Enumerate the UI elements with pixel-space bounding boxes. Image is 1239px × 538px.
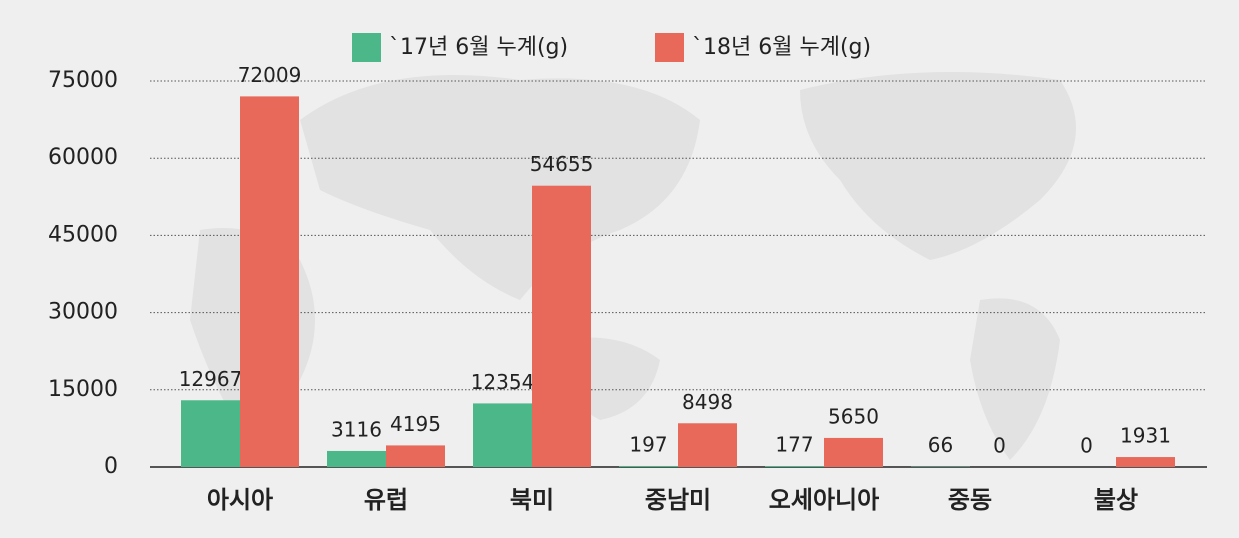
legend-swatch (352, 33, 381, 62)
data-label: 1931 (1120, 424, 1171, 448)
legend-label: `17년 6월 누계(g) (389, 35, 568, 60)
x-tick-label: 오세아니아 (769, 486, 879, 514)
bar (240, 96, 299, 467)
x-tick-label: 아시아 (207, 486, 273, 514)
bar (181, 400, 240, 467)
bar (473, 403, 532, 467)
bar (327, 450, 386, 467)
x-tick-label: 중남미 (645, 486, 711, 514)
data-label: 66 (928, 433, 953, 457)
data-label: 5650 (828, 404, 879, 428)
data-label: 4195 (390, 412, 441, 436)
bar (1116, 457, 1175, 467)
legend-label: `18년 6월 누계(g) (692, 35, 871, 60)
y-tick-label: 15000 (48, 377, 118, 402)
y-tick-label: 45000 (48, 222, 118, 247)
data-label: 197 (629, 432, 667, 456)
bar (765, 466, 824, 467)
y-tick-label: 60000 (48, 145, 118, 170)
data-label: 12354 (471, 370, 535, 394)
x-tick-label: 불상 (1094, 486, 1138, 514)
y-tick-label: 75000 (48, 68, 118, 93)
data-label: 177 (775, 433, 813, 457)
legend-swatch (655, 33, 684, 62)
x-tick-label: 중동 (948, 486, 992, 514)
bar (619, 465, 678, 467)
legend: `17년 6월 누계(g) `18년 6월 누계(g) (352, 33, 871, 62)
data-label: 8498 (682, 390, 733, 414)
bar (824, 437, 883, 467)
bar (532, 185, 591, 468)
bar (678, 423, 737, 467)
bar (386, 445, 445, 467)
data-label: 54655 (530, 152, 594, 176)
data-label: 0 (1080, 434, 1093, 458)
data-label: 72009 (238, 63, 302, 87)
x-tick-label: 유럽 (364, 486, 408, 514)
y-tick-label: 0 (104, 454, 118, 479)
data-label: 12967 (179, 367, 243, 391)
y-tick-label: 30000 (48, 300, 118, 325)
x-tick-label: 북미 (510, 486, 554, 514)
data-label: 3116 (331, 417, 382, 441)
data-label: 0 (993, 434, 1006, 458)
